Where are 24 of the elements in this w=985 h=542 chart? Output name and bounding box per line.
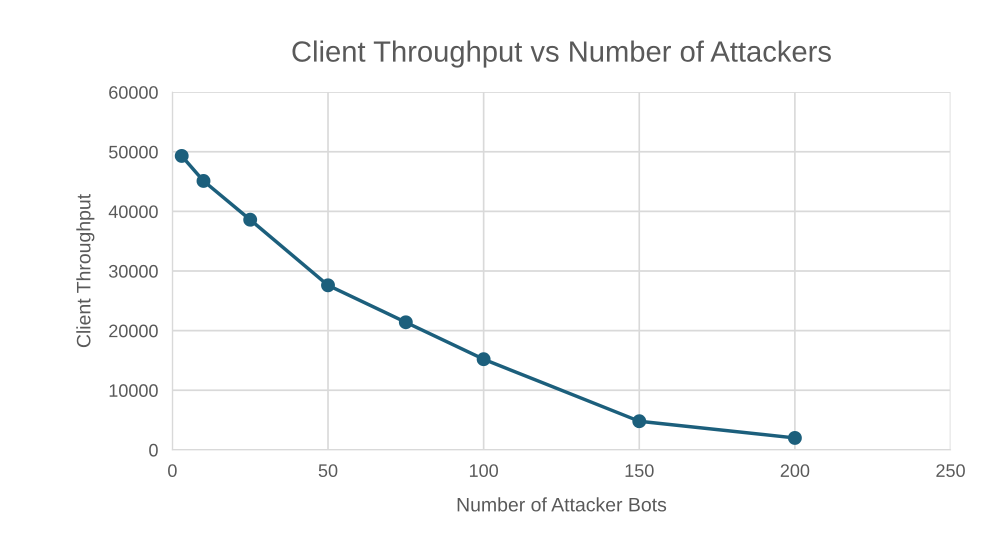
x-tick-label: 150 <box>626 464 654 478</box>
point <box>174 148 189 163</box>
x-axis-title: Number of Attacker Bots <box>458 497 666 512</box>
x-tick-label: 250 <box>936 464 965 478</box>
y-tick-label: 30000 <box>108 264 158 278</box>
y-tick-label: 40000 <box>108 205 158 218</box>
point <box>476 352 491 366</box>
point <box>398 315 413 330</box>
x-tick-label: 0 <box>168 464 177 478</box>
y-tick-label: 10000 <box>110 384 158 397</box>
y-tick-label: 60000 <box>109 86 158 99</box>
point <box>196 174 210 188</box>
x-tick-label: 200 <box>780 464 810 478</box>
y-axis-title: Client Throughput <box>76 194 94 348</box>
point <box>632 414 646 428</box>
x-tick-label: 100 <box>470 464 498 478</box>
chart-title: Client Throughput vs Number of Attackers <box>292 40 831 68</box>
x-tick-label: 50 <box>318 464 338 478</box>
y-tick-label: 0 <box>149 444 158 457</box>
point <box>321 278 335 292</box>
point <box>788 430 802 445</box>
point <box>243 212 258 227</box>
y-tick-label: 50000 <box>109 146 158 158</box>
y-tick-label: 20000 <box>109 324 158 338</box>
